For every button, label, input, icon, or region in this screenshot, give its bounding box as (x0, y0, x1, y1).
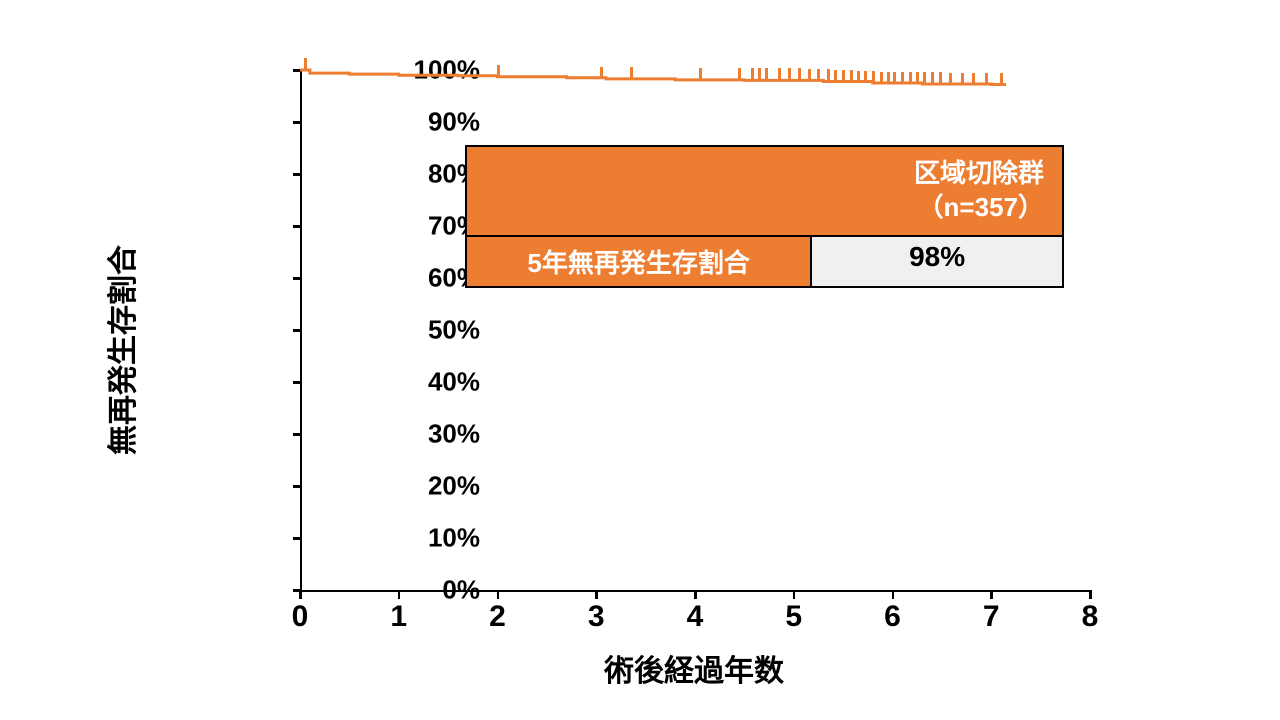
x-tick-mark (1089, 590, 1092, 599)
y-tick-label: 90% (428, 107, 480, 138)
censor-tick (765, 68, 768, 80)
x-tick-label: 7 (983, 600, 1000, 634)
censor-tick (985, 73, 988, 85)
censor-tick (972, 73, 975, 85)
y-tick-label: 100% (414, 55, 481, 86)
censor-tick (834, 70, 837, 82)
x-tick-label: 8 (1082, 600, 1099, 634)
censor-tick (931, 72, 934, 84)
censor-tick (497, 65, 500, 77)
censor-tick (949, 73, 952, 85)
y-tick-mark (293, 537, 302, 540)
y-tick-label: 10% (428, 523, 480, 554)
censor-tick (961, 73, 964, 85)
inset-header: 区域切除群 （n=357） (467, 147, 1062, 237)
y-tick-mark (293, 69, 302, 72)
censor-tick (887, 72, 890, 84)
censor-tick (872, 71, 875, 83)
censor-tick (778, 68, 781, 80)
censor-tick (738, 68, 741, 80)
censor-tick (630, 67, 633, 79)
x-tick-mark (990, 590, 993, 599)
x-tick-mark (299, 590, 302, 599)
inset-row: 5年無再発生存割合 98% (467, 237, 1062, 286)
x-tick-mark (793, 590, 796, 599)
censor-tick (304, 58, 307, 70)
censor-tick (893, 72, 896, 84)
censor-tick (850, 70, 853, 82)
x-tick-label: 4 (687, 600, 704, 634)
y-tick-mark (293, 277, 302, 280)
x-tick-mark (398, 590, 401, 599)
censor-tick (808, 69, 811, 81)
x-tick-mark (892, 590, 895, 599)
censor-tick (939, 72, 942, 84)
survival-chart: 無再発生存割合 術後経過年数 0%10%20%30%40%50%60%70%80… (0, 0, 1280, 720)
x-tick-label: 1 (390, 600, 407, 634)
inset-table: 区域切除群 （n=357） 5年無再発生存割合 98% (465, 145, 1064, 288)
y-tick-mark (293, 485, 302, 488)
x-tick-mark (595, 590, 598, 599)
y-tick-mark (293, 173, 302, 176)
x-tick-mark (497, 590, 500, 599)
y-tick-label: 30% (428, 419, 480, 450)
y-tick-mark (293, 329, 302, 332)
censor-tick (758, 68, 761, 80)
censor-tick (901, 72, 904, 84)
y-tick-mark (293, 381, 302, 384)
censor-tick (842, 70, 845, 82)
censor-tick (909, 72, 912, 84)
censor-tick (600, 67, 603, 79)
x-axis-title: 術後経過年数 (604, 646, 784, 690)
censor-tick (827, 69, 830, 81)
y-tick-mark (293, 121, 302, 124)
y-tick-mark (293, 225, 302, 228)
inset-header-line2: （n=357） (918, 192, 1044, 222)
inset-header-line1: 区域切除群 (914, 158, 1044, 188)
y-tick-label: 20% (428, 471, 480, 502)
censor-tick (857, 71, 860, 83)
x-tick-label: 3 (588, 600, 605, 634)
censor-tick (880, 72, 883, 84)
y-tick-label: 50% (428, 315, 480, 346)
censor-tick (1000, 73, 1003, 85)
censor-tick (751, 68, 754, 80)
x-tick-label: 6 (884, 600, 901, 634)
censor-tick (699, 68, 702, 80)
censor-tick (788, 68, 791, 80)
inset-row-value: 98% (812, 237, 1062, 286)
x-tick-label: 0 (292, 600, 309, 634)
x-tick-mark (694, 590, 697, 599)
censor-tick (817, 69, 820, 81)
y-tick-mark (293, 433, 302, 436)
censor-tick (798, 68, 801, 80)
x-tick-label: 2 (489, 600, 506, 634)
y-axis-title: 無再発生存割合 (98, 245, 142, 455)
censor-tick (864, 71, 867, 83)
y-tick-label: 0% (442, 575, 480, 606)
censor-tick (923, 72, 926, 84)
inset-row-label: 5年無再発生存割合 (467, 237, 812, 286)
censor-tick (916, 72, 919, 84)
x-tick-label: 5 (785, 600, 802, 634)
y-tick-label: 40% (428, 367, 480, 398)
